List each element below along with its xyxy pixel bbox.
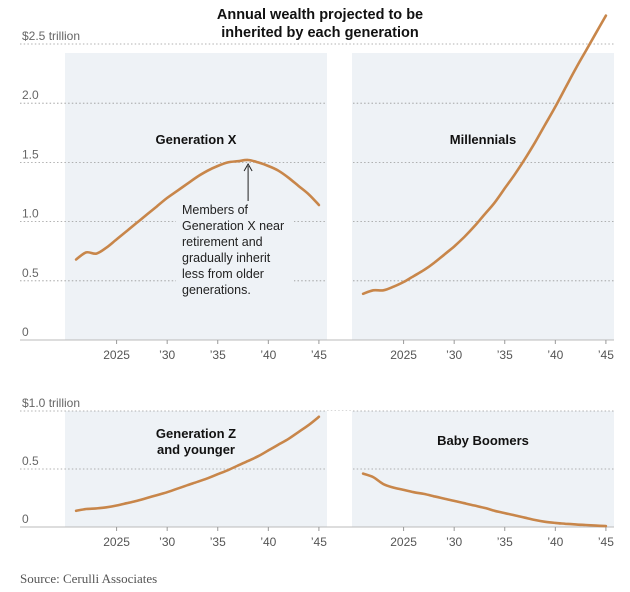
panel-gutter bbox=[327, 53, 352, 339]
x-tick-label: 2025 bbox=[103, 348, 130, 362]
panel-gutter bbox=[327, 411, 352, 526]
y-axis-unit-label: $1.0 trillion bbox=[22, 396, 80, 410]
y-axis-unit-label: $2.5 trillion bbox=[22, 29, 80, 43]
y-tick-label: 0.5 bbox=[22, 266, 39, 280]
x-tick-label: 2025 bbox=[390, 348, 417, 362]
y-tick-label: 1.0 bbox=[22, 207, 39, 221]
series-line-millennials bbox=[361, 14, 608, 296]
chart-title-line-1: Annual wealth projected to be bbox=[217, 7, 423, 23]
source-note: Source: Cerulli Associates bbox=[20, 571, 157, 586]
x-tick-label: ’40 bbox=[547, 348, 563, 362]
annotation-arrowhead bbox=[243, 163, 253, 172]
x-tick-label: 2025 bbox=[390, 535, 417, 549]
x-tick-label: ’45 bbox=[311, 348, 327, 362]
panel-label: Baby Boomers bbox=[437, 433, 529, 448]
y-tick-label: 1.5 bbox=[22, 147, 39, 161]
x-tick-label: ’45 bbox=[311, 535, 327, 549]
chart-title-line-2: inherited by each generation bbox=[221, 25, 418, 41]
x-tick-label: ’45 bbox=[598, 348, 614, 362]
x-tick-label: ’35 bbox=[210, 535, 226, 549]
y-tick-label: 0.5 bbox=[22, 454, 39, 468]
x-tick-label: ’30 bbox=[446, 348, 462, 362]
panel-background bbox=[352, 53, 614, 340]
series-line-generation-z-and-younger bbox=[74, 415, 321, 513]
annotation-text: Members of Generation X near retirement an… bbox=[182, 203, 284, 297]
x-tick-label: ’35 bbox=[497, 348, 513, 362]
x-tick-label: ’30 bbox=[159, 348, 175, 362]
x-tick-label: ’35 bbox=[497, 535, 513, 549]
series-line-baby-boomers bbox=[361, 472, 608, 528]
x-tick-label: ’40 bbox=[260, 348, 276, 362]
x-tick-label: 2025 bbox=[103, 535, 130, 549]
x-tick-label: ’40 bbox=[547, 535, 563, 549]
y-tick-label: 2.0 bbox=[22, 88, 39, 102]
x-tick-label: ’30 bbox=[159, 535, 175, 549]
x-tick-label: ’45 bbox=[598, 535, 614, 549]
x-tick-label: ’30 bbox=[446, 535, 462, 549]
annotation-background bbox=[176, 201, 294, 297]
y-tick-label: 0 bbox=[22, 512, 29, 526]
panel-label: Generation X bbox=[156, 132, 237, 147]
series-line-generation-x bbox=[74, 158, 321, 261]
panel-label: Millennials bbox=[450, 132, 516, 147]
y-tick-label: 0 bbox=[22, 325, 29, 339]
x-tick-label: ’40 bbox=[260, 535, 276, 549]
x-tick-label: ’35 bbox=[210, 348, 226, 362]
gridlines-layer: 0 0.5 1.0 1.5 2.0 $2.5 trillion 2025 ’30 ’35 ’40 ’… bbox=[20, 29, 614, 549]
series-layer: Generation X Members of Generation X near r… bbox=[74, 14, 608, 528]
